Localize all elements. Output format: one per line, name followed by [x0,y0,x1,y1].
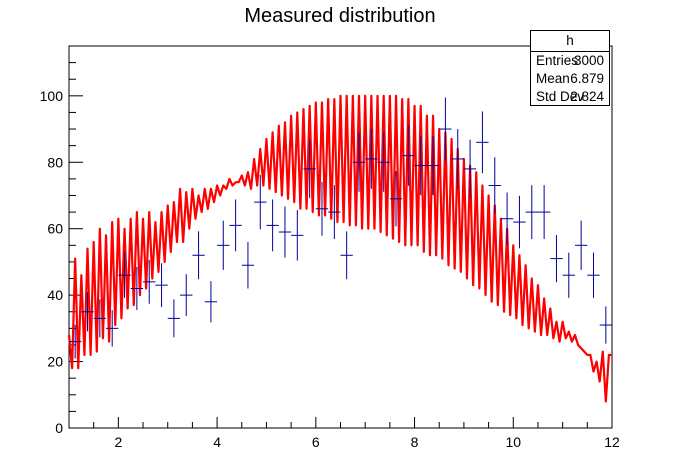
x-tick-label: 10 [505,434,521,450]
data-point [402,125,415,186]
y-tick-label: 100 [40,88,64,104]
stats-entries-row: Entries 3000 [531,52,609,70]
x-tick-label: 2 [114,434,122,450]
y-tick-label: 60 [47,221,63,237]
data-point [500,192,514,245]
data-point [587,252,600,298]
x-tick-label: 4 [213,434,221,450]
data-point [81,292,94,332]
data-point [340,231,353,280]
x-tick-label: 6 [312,434,320,450]
data-point [69,324,82,359]
data-point [192,231,205,280]
data-point [352,132,366,192]
data-point [513,195,526,249]
stats-std-label: Std Dev [536,89,585,104]
y-tick-label: 40 [47,287,63,303]
stats-mean-row: Mean 6.879 [531,70,609,88]
data-point [229,199,242,252]
data-point [167,299,181,338]
data-point [574,220,588,270]
stats-entries-label: Entries [536,53,579,68]
y-tick-label: 0 [55,420,63,436]
data-point [488,157,501,214]
stats-std-value: 2.824 [570,89,604,104]
data-point [143,259,156,304]
data-point [599,306,612,344]
stats-mean-label: Mean [536,71,570,86]
y-tick-label: 20 [47,354,63,370]
data-point [439,97,452,161]
data-point [217,220,230,270]
data-point [155,263,168,308]
x-tick-label: 12 [604,434,620,450]
data-point [93,299,107,338]
data-point [204,281,218,323]
data-point [426,136,440,196]
x-tick-label: 8 [411,434,419,450]
data-point [130,266,144,311]
stats-std-row: Std Dev 2.824 [531,88,609,106]
data-point [414,136,427,196]
data-point [525,185,538,239]
stats-name: h [531,31,609,52]
stats-mean-value: 6.879 [570,71,604,86]
y-tick-label: 80 [47,154,63,170]
data-point [463,139,477,199]
data-point [562,252,575,298]
data-point [550,235,563,283]
stats-box: h Entries 3000 Mean 6.879 Std Dev 2.824 [530,30,610,106]
data-point [389,171,403,227]
stats-entries-value: 3000 [573,53,604,68]
data-point [328,185,341,239]
data-point [180,274,193,317]
data-point [377,132,390,192]
data-point [266,199,279,252]
data-point [451,129,464,189]
data-point [537,185,551,239]
data-point [476,111,489,174]
data-point [303,139,316,199]
data-point [365,129,378,189]
chart-title: Measured distribution [244,5,436,27]
data-point [241,241,255,289]
data-point [106,310,119,347]
data-point [315,181,329,236]
data-point [291,210,304,261]
data-point [278,206,292,258]
fit-curve [67,94,612,403]
data-point [254,174,267,230]
data-point [118,252,131,298]
